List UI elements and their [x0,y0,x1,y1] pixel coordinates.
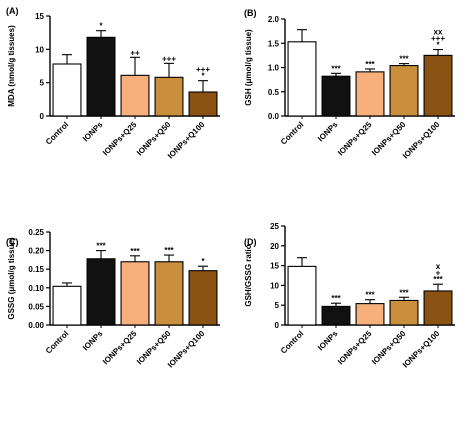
x-tick-label: IONPs [81,120,105,144]
significance-annotation: *** [130,247,140,256]
x-tick-label: IONPs+Q25 [336,120,374,158]
significance-annotation: *** [365,291,375,300]
y-tick-label: 0.5 [268,88,280,97]
significance-annotation: * [99,22,103,31]
x-tick-label: Control [44,329,70,355]
significance-annotation: * [201,257,205,266]
bar-4 [154,261,184,326]
y-tick-label: 25 [270,222,279,231]
bar-3 [355,71,385,117]
significance-annotation: *** [365,60,375,69]
chart-panel-1: (A) 0 5 10 15 MDA (nmol/g tissues) Control * ION… [6,6,220,161]
y-tick-label: 15 [35,12,44,21]
bar-2 [86,36,116,117]
significance-annotation: xx [434,28,443,37]
x-tick-label: IONPs+Q100 [166,329,207,370]
significance-annotation: *** [164,246,174,255]
y-tick-label: 15 [270,262,279,271]
x-tick-label: IONPs [316,120,340,144]
chart-panel-2: (B) 0.0 0.5 1.0 1.5 2.0 GSH (μmol/g tissue) Con… [244,8,455,161]
y-tick-label: 1.5 [268,39,280,48]
bar-2 [321,75,351,117]
bar-4 [389,299,419,326]
panel-label: (A) [6,6,19,16]
x-tick-label: IONPs [81,329,105,353]
bar-4 [154,76,184,117]
x-tick-label: Control [44,120,70,146]
bar-1 [52,63,82,117]
x-tick-label: IONPs+Q25 [101,120,139,158]
panel-label: (B) [244,8,257,18]
bar-3 [355,303,385,326]
y-tick-label: 0.15 [28,265,44,274]
significance-annotation: *** [399,55,409,64]
y-tick-label: 0.20 [28,247,44,256]
significance-annotation: *** [96,242,106,251]
y-tick-label: 2.0 [268,15,280,24]
bar-3 [120,74,150,117]
y-axis-label: GSH (μmol/g tissue) [244,29,253,106]
x-tick-label: IONPs+Q100 [401,120,442,161]
bar-1 [287,265,317,326]
y-tick-label: 0.0 [268,112,280,121]
x-tick-label: Control [279,329,305,355]
significance-annotation: *** [399,288,409,297]
significance-annotation: * [201,72,205,81]
y-axis-label: MDA (nmol/g tissues) [7,25,16,107]
y-tick-label: 0 [40,112,45,121]
bar-5 [423,54,453,117]
chart-panel-3: (C) 0.00 0.05 0.10 0.15 0.20 0.25 GSSG (μmol/g … [6,228,220,370]
significance-annotation: +++ [196,65,210,74]
bar-3 [120,261,150,326]
significance-annotation: + [436,269,441,278]
bar-2 [321,305,351,326]
bar-5 [188,270,218,326]
y-tick-label: 10 [35,45,44,54]
bar-4 [389,65,419,117]
significance-annotation: *** [331,64,341,73]
panel-label: (C) [6,237,19,247]
y-tick-label: 5 [275,301,280,310]
y-tick-label: 10 [270,281,279,290]
y-tick-label: 1.0 [268,64,280,73]
significance-annotation: *** [331,294,341,303]
x-tick-label: IONPs+Q25 [336,329,374,367]
bar-1 [52,285,82,326]
y-tick-label: 0.25 [28,228,44,237]
y-tick-label: 0.05 [28,302,44,311]
chart-panel-4: (D) 0 5 10 15 20 25 GSH/GSSG ratio Control *** ION… [244,222,455,370]
y-tick-label: 0.10 [28,284,44,293]
x-tick-label: IONPs [316,329,340,353]
x-tick-label: IONPs+Q100 [166,120,207,161]
bar-5 [423,290,453,326]
y-axis-label: GSH/GSSG ratio [244,244,253,306]
y-tick-label: 5 [40,79,45,88]
panel-label: (D) [244,237,257,247]
significance-annotation: * [436,41,440,50]
bar-1 [287,41,317,117]
significance-annotation: x [436,262,441,271]
bar-5 [188,91,218,117]
x-tick-label: IONPs+Q25 [101,329,139,367]
bar-2 [86,258,116,326]
y-tick-label: 20 [270,242,279,251]
significance-annotation: ++ [130,48,140,57]
significance-annotation: *** [433,275,443,284]
x-tick-label: IONPs+Q100 [401,329,442,370]
y-tick-label: 0 [275,321,280,330]
x-tick-label: Control [279,120,305,146]
significance-annotation: +++ [431,34,445,43]
y-tick-label: 0.00 [28,321,44,330]
y-axis-label: GSSG (μmol/g tissue) [7,237,16,320]
significance-annotation: +++ [162,54,176,63]
